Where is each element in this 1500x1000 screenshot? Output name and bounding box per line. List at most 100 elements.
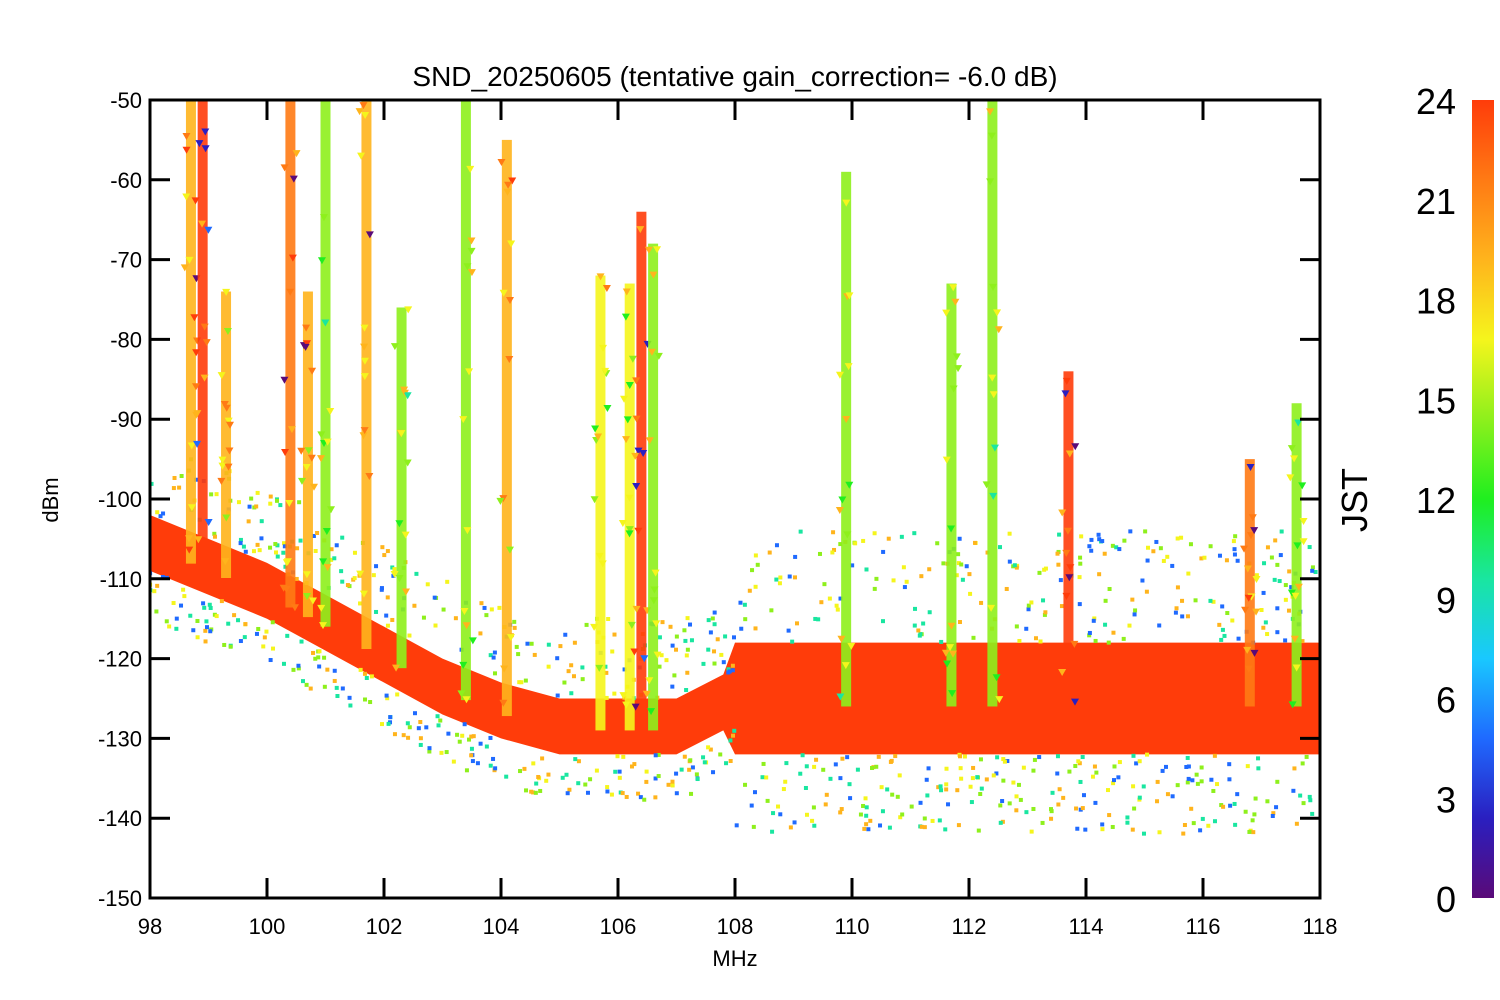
colorbar-tick-label: 9 [1436, 580, 1456, 621]
noise-point [205, 625, 210, 630]
signal-marker [361, 112, 370, 120]
noise-point [576, 759, 581, 764]
noise-point [340, 579, 345, 584]
noise-point [1175, 585, 1180, 590]
noise-point [917, 633, 922, 638]
signal-marker [190, 314, 199, 322]
noise-point [816, 617, 821, 622]
signal-marker [392, 664, 401, 672]
noise-point [1274, 805, 1279, 810]
signal-marker [360, 343, 369, 351]
noise-point [817, 551, 822, 556]
noise-point [1273, 538, 1278, 543]
noise-point [1265, 545, 1270, 550]
noise-point [605, 785, 610, 790]
noise-point [1103, 622, 1108, 627]
signal-streak [396, 307, 407, 669]
colorbar-tick-label: 18 [1416, 281, 1456, 322]
noise-point [1291, 788, 1296, 793]
noise-point [783, 779, 788, 784]
signal-marker [497, 158, 506, 166]
noise-point [427, 749, 432, 754]
noise-point [171, 600, 176, 605]
noise-point [710, 616, 715, 621]
noise-point [317, 664, 322, 669]
noise-point [1131, 753, 1136, 758]
signal-marker [1252, 608, 1261, 616]
signal-streak [624, 283, 635, 731]
noise-point [1116, 775, 1121, 780]
noise-point [311, 650, 316, 655]
noise-point [622, 695, 627, 700]
noise-point [271, 646, 276, 651]
noise-point [726, 670, 731, 675]
noise-point [998, 545, 1003, 550]
noise-point [555, 656, 560, 661]
noise-point [968, 591, 973, 596]
signal-99.3 [217, 288, 234, 579]
signal-marker [496, 497, 505, 505]
signal-marker [224, 463, 233, 471]
signal-marker [459, 416, 468, 424]
noise-point [560, 775, 565, 780]
signal-marker [1286, 474, 1295, 482]
noise-point [823, 802, 828, 807]
noise-point [1029, 600, 1034, 605]
signal-103.4 [457, 100, 477, 704]
signal-streak [501, 139, 512, 717]
signal-marker [621, 313, 630, 321]
colorbar-tick-label: 6 [1436, 680, 1456, 721]
colorbar-tick-label: 24 [1416, 81, 1456, 122]
noise-point [1186, 571, 1191, 576]
noise-point [1272, 577, 1277, 582]
noise-point [670, 643, 675, 648]
colorbar-tick-label: 0 [1436, 879, 1456, 920]
signal-marker [359, 102, 368, 110]
signal-marker [280, 164, 289, 172]
noise-point [978, 791, 983, 796]
signal-marker [625, 494, 634, 502]
noise-point [478, 741, 483, 746]
noise-point [962, 754, 967, 759]
signal-marker [590, 496, 599, 504]
noise-point [1112, 764, 1117, 769]
noise-point [979, 786, 984, 791]
noise-point [1146, 545, 1151, 550]
noise-point [812, 764, 817, 769]
noise-point [653, 753, 658, 758]
noise-point [1170, 794, 1175, 799]
noise-point [177, 485, 182, 490]
noise-point [1304, 754, 1309, 759]
signal-marker [202, 339, 211, 347]
noise-point [1107, 813, 1112, 818]
signal-marker [319, 558, 328, 566]
y-tick-label: -100 [98, 487, 142, 512]
noise-point [832, 547, 837, 552]
noise-point [311, 533, 316, 538]
y-tick-label: -140 [98, 806, 142, 831]
plot-area [150, 100, 1320, 836]
noise-point [203, 628, 208, 633]
noise-point [1055, 551, 1060, 556]
noise-point [605, 789, 610, 794]
noise-point [687, 767, 692, 772]
noise-point [872, 531, 877, 536]
noise-point [1279, 529, 1284, 534]
noise-point [912, 531, 917, 536]
noise-point [246, 519, 251, 524]
noise-point [1262, 561, 1267, 566]
signal-marker [594, 433, 603, 441]
signal-marker [286, 288, 295, 296]
noise-point [804, 812, 809, 817]
noise-point [1292, 766, 1297, 771]
noise-point [813, 616, 818, 621]
noise-point [701, 755, 706, 760]
noise-point [902, 585, 907, 590]
noise-point [1094, 770, 1099, 775]
noise-point [921, 621, 926, 626]
signal-marker [182, 193, 191, 201]
noise-point [609, 792, 614, 797]
noise-point [1289, 585, 1294, 590]
noise-point [368, 700, 373, 705]
signal-marker [948, 690, 957, 698]
